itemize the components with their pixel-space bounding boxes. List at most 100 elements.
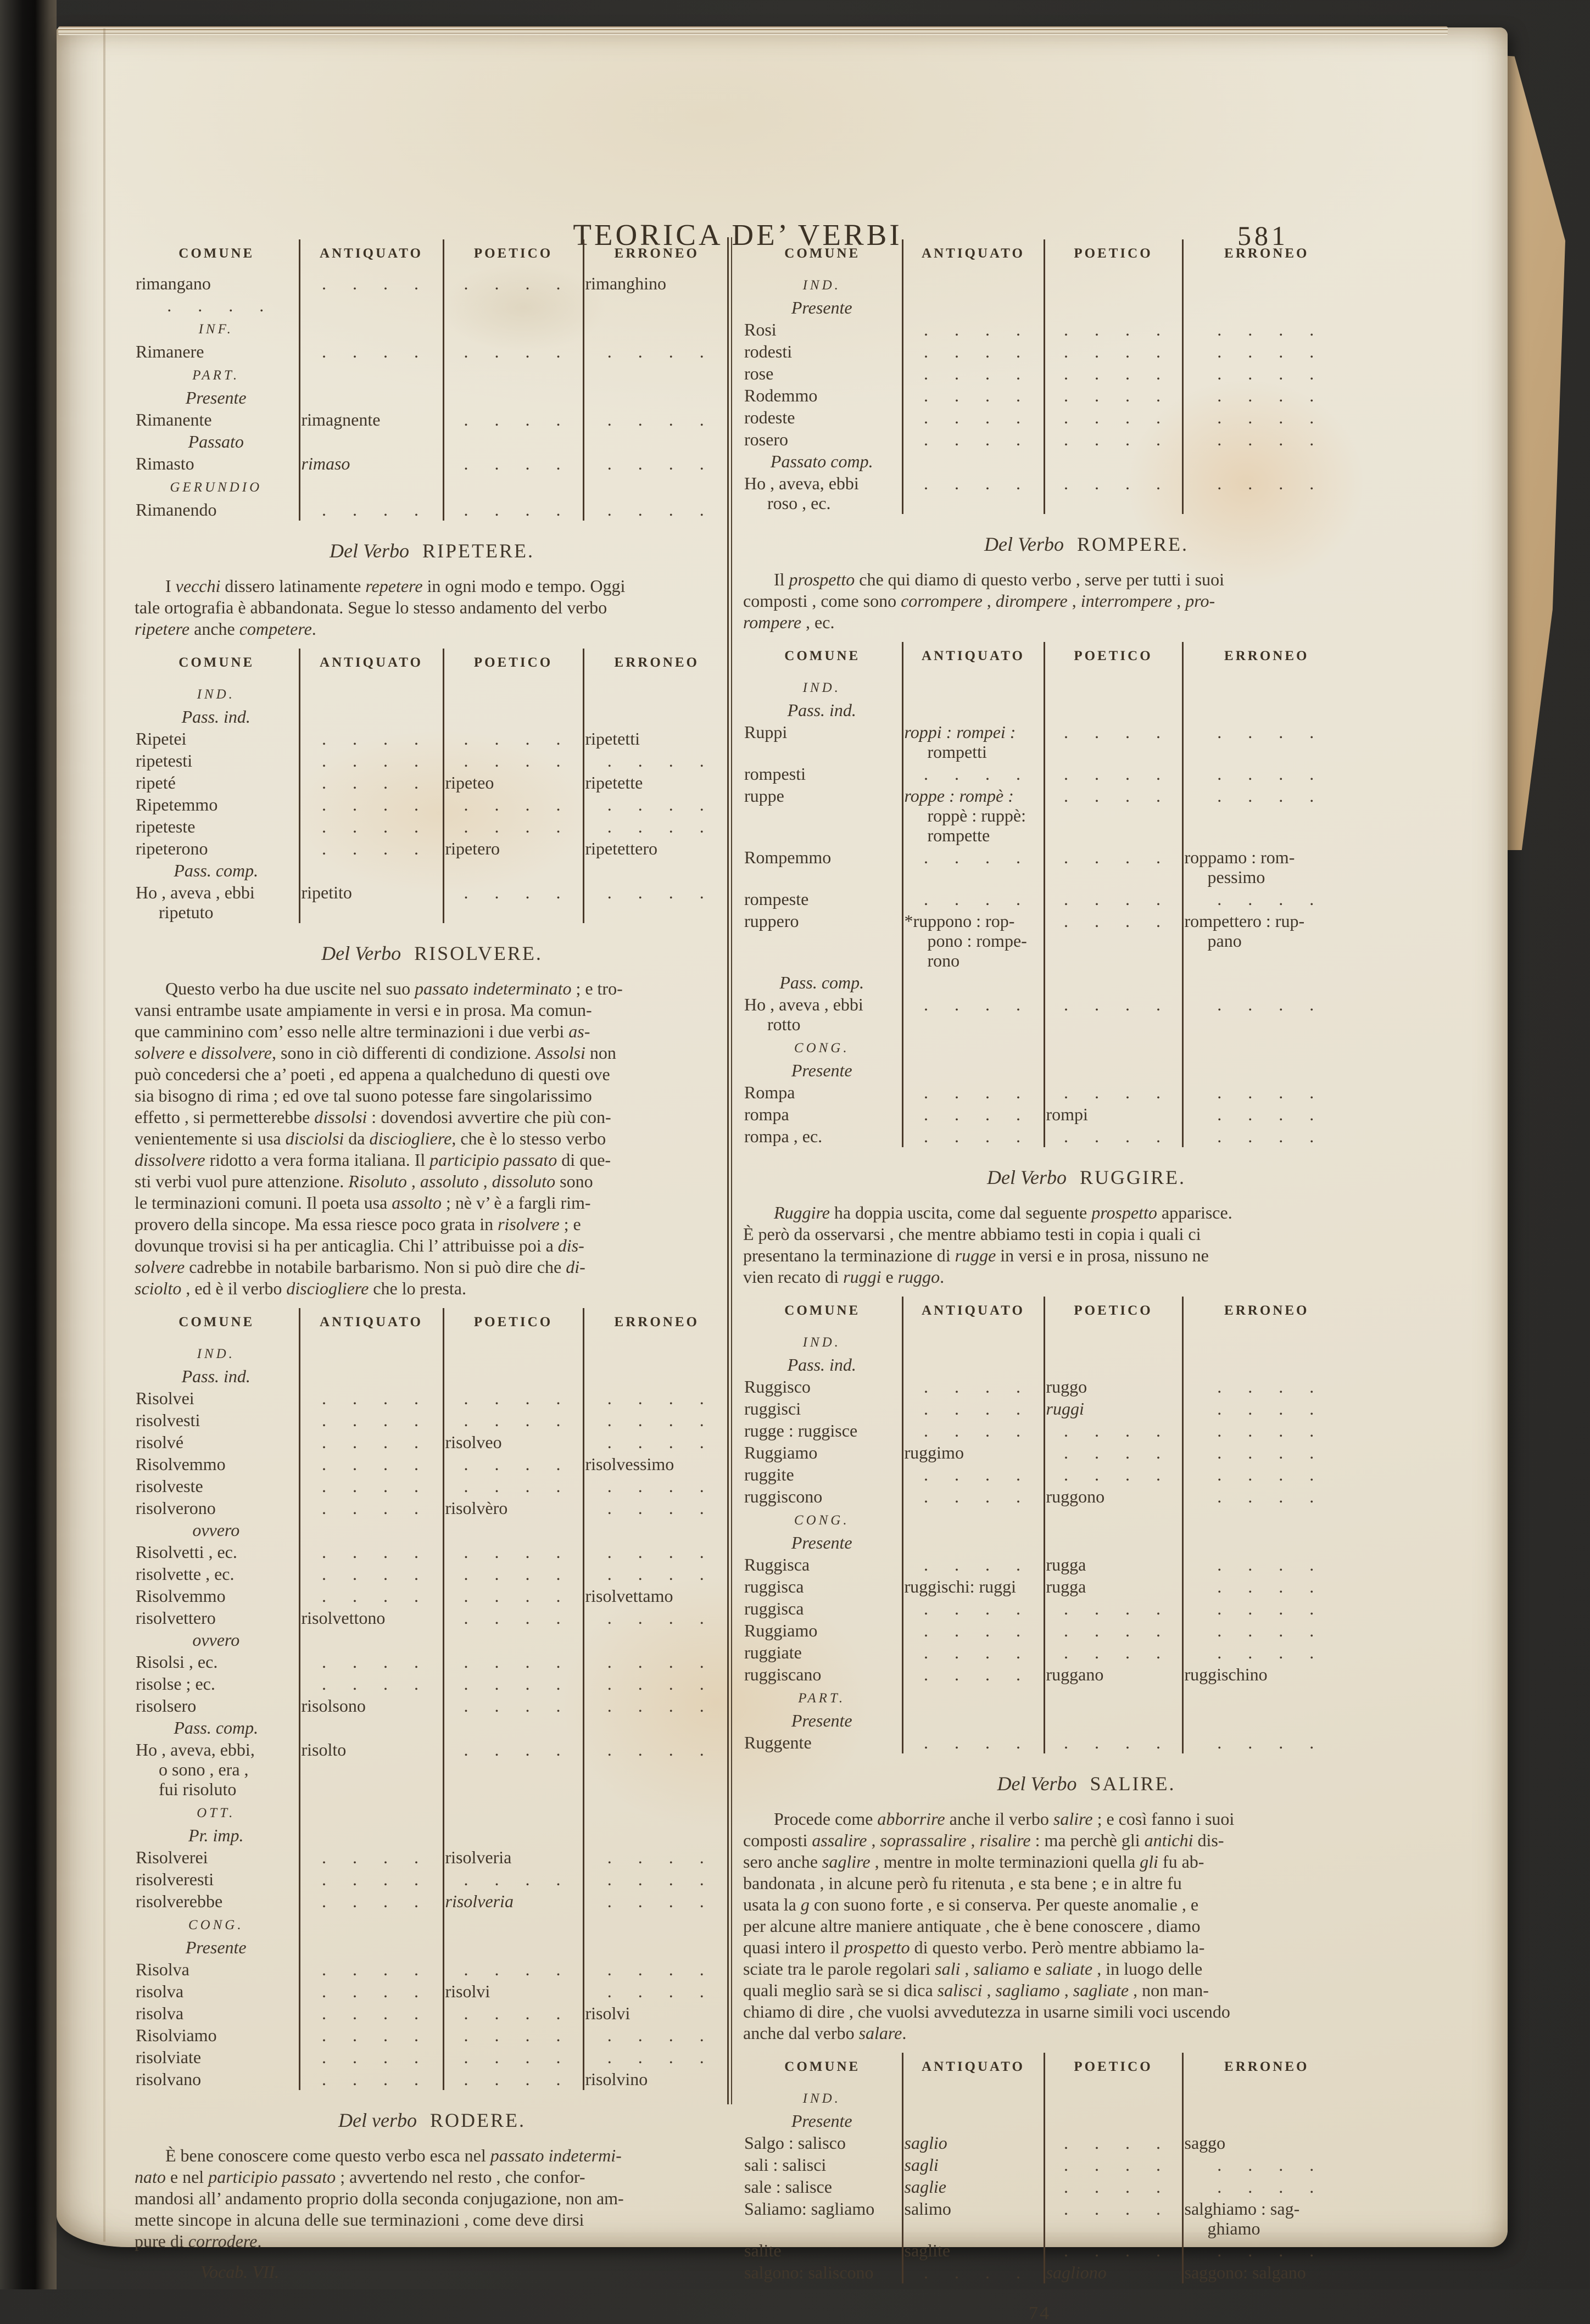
empty-cell <box>442 1717 583 1739</box>
empty-cell <box>901 1059 1044 1081</box>
empty-cell <box>901 1329 1044 1354</box>
table-row: ruppero *ruppono : rop- pono : rompe- ron… <box>743 910 1350 971</box>
cell-comune: salite <box>744 2241 782 2260</box>
tense-subheader: Presente <box>791 1711 852 1730</box>
cell-erroneo: risolvi <box>582 2002 729 2024</box>
verb-heading: Del Verbo RIPETERE. <box>135 539 729 562</box>
dots-placeholder: . . . . <box>1181 1641 1350 1663</box>
paragraph-line: per alcune altre maniere antiquate , che… <box>743 1916 1201 1936</box>
dots-placeholder: . . . . <box>298 1890 443 1912</box>
mood-subheader: OTT. <box>197 1806 236 1820</box>
paragraph-line: composti assalire , soprassalire , risal… <box>743 1830 1224 1850</box>
cell-erroneo: rimanghino <box>582 272 729 294</box>
tense-subheader: Pass. comp. <box>779 973 864 992</box>
empty-cell <box>298 859 443 881</box>
heading-verb: SALIRE. <box>1083 1773 1176 1795</box>
cell-comune: ripeterono <box>136 839 208 858</box>
table-row: Presente <box>743 297 1350 319</box>
empty-cell <box>582 431 729 452</box>
table-row: ripeterono . . . . ripetero ripetettero <box>135 837 729 859</box>
table-row: Pass. ind. <box>743 699 1350 721</box>
book-page: TEORICA DE’ VERBI 581 COMUNE ANTIQUATO POE… <box>57 27 1508 2323</box>
empty-cell <box>298 362 443 387</box>
mood-subheader: IND. <box>802 1335 841 1350</box>
cell-comune: ruggiate <box>744 1643 802 1662</box>
dots-placeholder: . . . . <box>442 1585 583 1607</box>
empty-cell <box>901 297 1044 319</box>
table-row: Rompemmo. . . .. . . . roppamo : rom- pes… <box>743 846 1350 888</box>
dots-placeholder: . . . . <box>901 428 1044 450</box>
cell-comune: Ruggisca <box>744 1555 810 1574</box>
table-row: Presente <box>743 1532 1350 1554</box>
paragraph-line: Il prospetto che qui diamo di questo ver… <box>774 569 1224 589</box>
dots-placeholder: . . . . <box>582 815 729 837</box>
dots-placeholder: . . . . <box>1043 472 1182 514</box>
empty-cell <box>901 2110 1044 2132</box>
cell-antiquato: roppe : rompè : roppè : ruppè: rompette <box>901 785 1044 846</box>
table-ripetere: COMUNE ANTIQUATO POETICO ERRONEO IND. Pass. i… <box>135 649 729 923</box>
mood-subheader: IND. <box>802 2091 841 2106</box>
cell-comune: Rosi <box>744 320 777 339</box>
cell-poetico: ripetero <box>442 837 583 859</box>
dots-placeholder: . . . . <box>442 499 583 521</box>
empty-cell <box>1181 1532 1350 1554</box>
cell-comune: rompesti <box>744 764 806 784</box>
table-rompere: COMUNE ANTIQUATO POETICO ERRONEO IND. Pass. i… <box>743 642 1350 1147</box>
dots-placeholder: . . . . <box>442 2068 583 2090</box>
empty-cell <box>1181 2110 1350 2132</box>
table-row: rompeste. . . .. . . .. . . . <box>743 888 1350 910</box>
cell-comune: risolverebbe <box>136 1891 223 1911</box>
tense-subheader: ovvero <box>192 1630 240 1650</box>
dots-placeholder: . . . . <box>442 1387 583 1409</box>
dots-placeholder: . . . . <box>582 1431 729 1453</box>
dots-placeholder: . . . . <box>1181 1731 1350 1753</box>
dots-placeholder: . . . . <box>298 1541 443 1563</box>
table-row: ripeteste. . . .. . . .. . . . <box>135 815 729 837</box>
cell-comune: sale : salisce <box>744 2177 832 2197</box>
dots-placeholder: . . . . <box>901 1619 1044 1641</box>
paragraph-line: può concedersi che a’ poeti , ed appena … <box>135 1064 610 1084</box>
table-row: risolverebbe . . . . risolveria. . . . <box>135 1890 729 1912</box>
tense-subheader: Pass. ind. <box>181 707 250 727</box>
dots-placeholder: . . . . <box>442 1475 583 1497</box>
table-row: Pass. ind. <box>743 1354 1350 1376</box>
mood-subheader: GERUNDIO <box>170 480 263 495</box>
dots-placeholder: . . . . <box>1181 384 1350 406</box>
table-row: Passato <box>135 431 729 452</box>
paragraph-line: vansi entrambe usate ampiamente in versi… <box>135 1000 592 1020</box>
cell-erroneo: ruggischino <box>1181 1663 1350 1685</box>
cell-erroneo: saggo <box>1181 2132 1350 2154</box>
dots-placeholder: . . . . <box>1181 1442 1350 1463</box>
empty-cell <box>901 1354 1044 1376</box>
paragraph-line: Questo verbo ha due uscite nel suo passa… <box>165 979 623 998</box>
column-header: ANTIQUATO <box>298 1308 443 1341</box>
empty-cell <box>442 362 583 387</box>
cell-comune: ruggiscono <box>744 1487 823 1506</box>
dots-placeholder: . . . . <box>1043 406 1182 428</box>
dots-placeholder: . . . . <box>442 1607 583 1629</box>
column-header: COMUNE <box>178 655 255 670</box>
cell-poetico: rugga <box>1043 1554 1182 1576</box>
dots-placeholder: . . . . <box>442 1453 583 1475</box>
verb-heading: Del verbo RODERE. <box>135 2109 729 2132</box>
cell-erroneo: ripetette <box>582 772 729 794</box>
dots-placeholder: . . . . <box>298 1673 443 1695</box>
dots-placeholder: . . . . <box>901 1554 1044 1576</box>
empty-cell <box>442 431 583 452</box>
empty-cell <box>582 1912 729 1936</box>
dots-placeholder: . . . . <box>298 272 443 294</box>
column-header: ERRONEO <box>1181 239 1350 272</box>
cell-comune: Ruggisco <box>744 1377 811 1396</box>
dots-placeholder: . . . . <box>442 2024 583 2046</box>
dots-placeholder: . . . . <box>582 1387 729 1409</box>
paragraph: I vecchi dissero latinamente repetere in… <box>135 576 729 640</box>
dots-placeholder: . . . . <box>1043 2154 1182 2176</box>
cell-antiquato: saglite <box>901 2239 1044 2261</box>
dots-placeholder: . . . . <box>442 340 583 362</box>
dots-placeholder: . . . . <box>1043 910 1182 971</box>
cell-poetico: ripeteo <box>442 772 583 794</box>
empty-cell <box>1043 297 1182 319</box>
dots-placeholder: . . . . <box>1181 1103 1350 1125</box>
dots-placeholder: . . . . <box>1181 993 1350 1035</box>
column-header: ERRONEO <box>582 1308 729 1341</box>
